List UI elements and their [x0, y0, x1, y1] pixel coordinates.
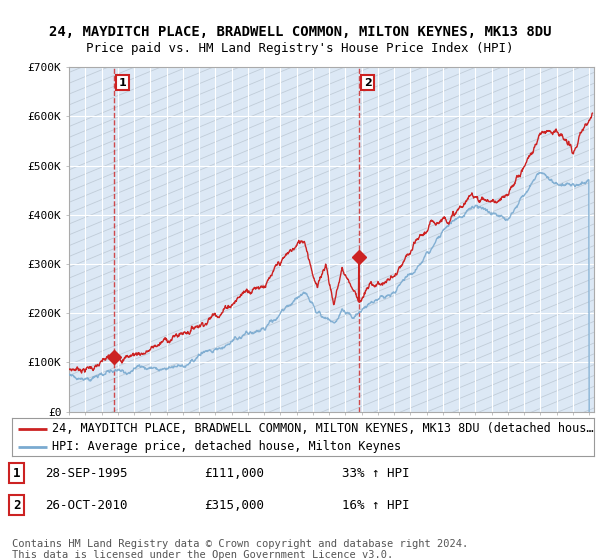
Text: 24, MAYDITCH PLACE, BRADWELL COMMON, MILTON KEYNES, MK13 8DU (detached hous…: 24, MAYDITCH PLACE, BRADWELL COMMON, MIL… — [52, 422, 593, 436]
Text: £315,000: £315,000 — [204, 498, 264, 512]
Text: 26-OCT-2010: 26-OCT-2010 — [45, 498, 128, 512]
Text: 28-SEP-1995: 28-SEP-1995 — [45, 466, 128, 480]
Text: 2: 2 — [13, 498, 20, 512]
Text: 2: 2 — [364, 77, 371, 87]
Text: 24, MAYDITCH PLACE, BRADWELL COMMON, MILTON KEYNES, MK13 8DU: 24, MAYDITCH PLACE, BRADWELL COMMON, MIL… — [49, 25, 551, 39]
Text: Price paid vs. HM Land Registry's House Price Index (HPI): Price paid vs. HM Land Registry's House … — [86, 42, 514, 55]
Text: £111,000: £111,000 — [204, 466, 264, 480]
Text: 16% ↑ HPI: 16% ↑ HPI — [342, 498, 409, 512]
Text: Contains HM Land Registry data © Crown copyright and database right 2024.
This d: Contains HM Land Registry data © Crown c… — [12, 539, 468, 560]
Text: 1: 1 — [119, 77, 127, 87]
Text: 1: 1 — [13, 466, 20, 480]
Text: HPI: Average price, detached house, Milton Keynes: HPI: Average price, detached house, Milt… — [52, 440, 401, 454]
Text: 33% ↑ HPI: 33% ↑ HPI — [342, 466, 409, 480]
